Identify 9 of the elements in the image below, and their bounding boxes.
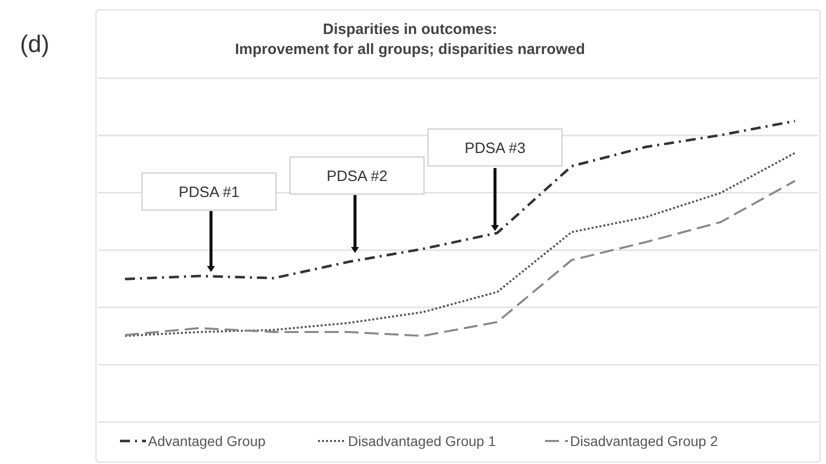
annotation: PDSA #1 xyxy=(178,184,240,201)
text: (d) xyxy=(20,31,50,58)
legend-label: Disadvantaged Group 2 xyxy=(570,433,718,449)
annotation: PDSA #3 xyxy=(464,140,526,157)
legend-label: Advantaged Group xyxy=(148,433,266,449)
chart-subtitle: Improvement for all groups; disparities narrowed xyxy=(234,41,586,58)
legend-label: Disadvantaged Group 1 xyxy=(348,433,496,449)
chart-title: Disparities in outcomes: xyxy=(322,21,498,38)
annotation: PDSA #2 xyxy=(326,168,388,185)
